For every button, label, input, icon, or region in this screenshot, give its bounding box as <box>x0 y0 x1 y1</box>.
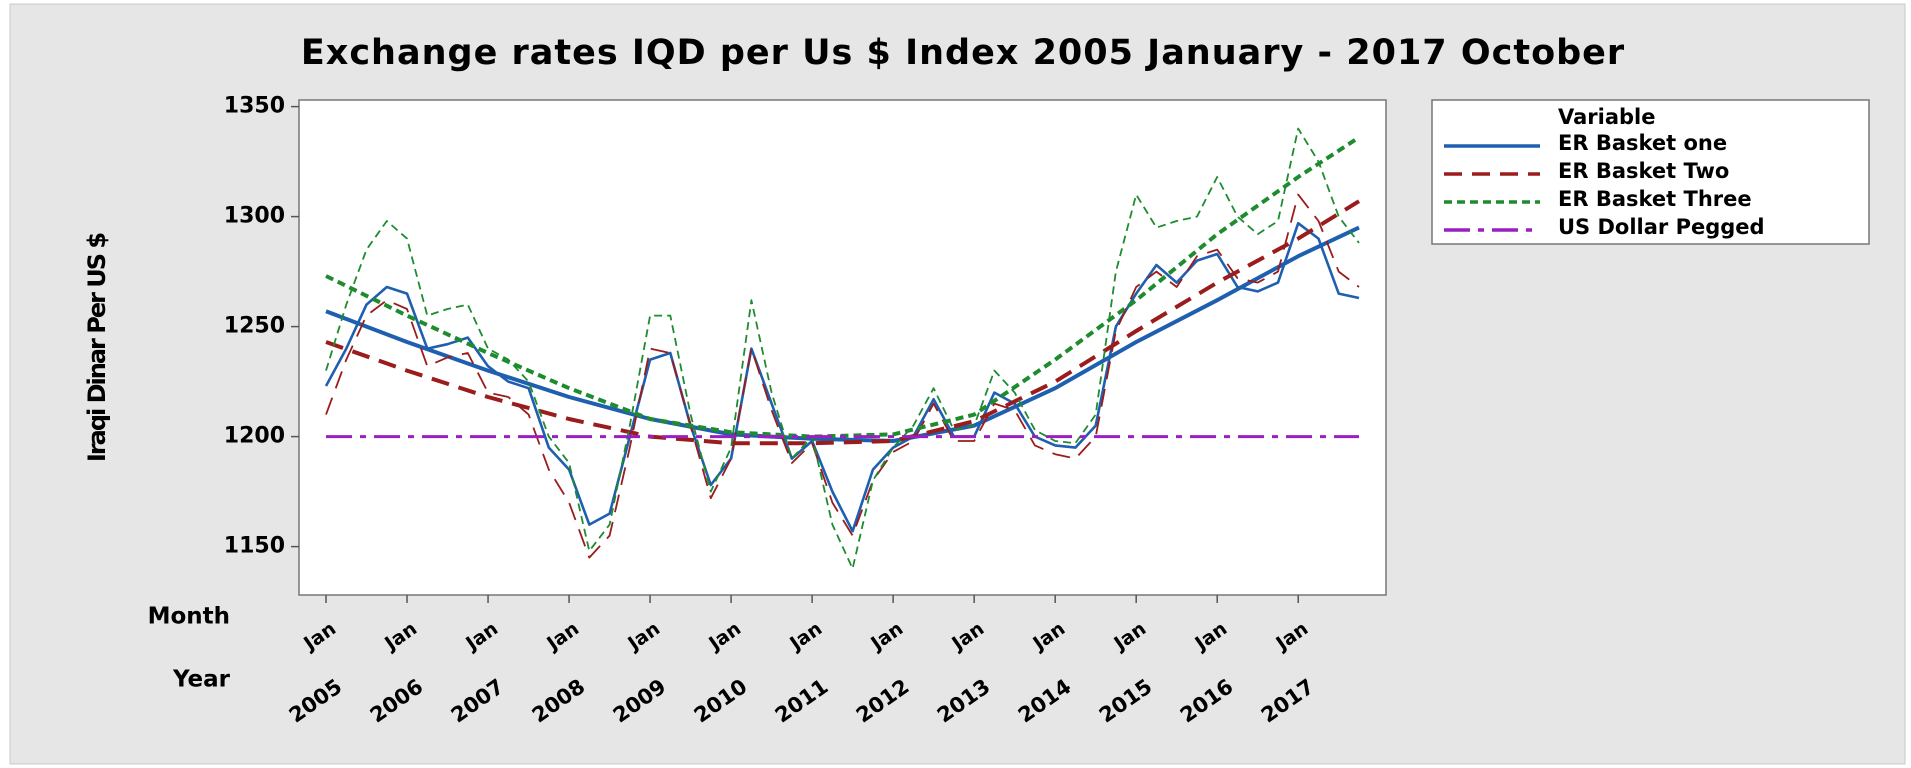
legend-label: US Dollar Pegged <box>1558 215 1765 239</box>
x-row-label: Month <box>148 604 230 630</box>
trend-line <box>325 199 1361 446</box>
series-line <box>325 193 1360 559</box>
chart-title: Exchange rates IQD per Us $ Index 2005 J… <box>301 33 1625 73</box>
legend-title: Variable <box>1558 105 1655 129</box>
legend-label: ER Basket one <box>1558 131 1727 155</box>
y-tick-label: 1250 <box>224 314 285 339</box>
y-tick-label: 1150 <box>224 534 285 559</box>
y-tick-label: 1350 <box>224 94 285 119</box>
x-row-label: Year <box>172 667 231 693</box>
series-line <box>325 127 1360 570</box>
trend-line <box>325 135 1361 439</box>
trend-line <box>325 225 1360 443</box>
y-tick-label: 1300 <box>224 204 285 229</box>
legend-label: ER Basket Two <box>1558 159 1729 183</box>
legend-label: ER Basket Three <box>1558 187 1752 211</box>
legend-box <box>1431 99 1870 245</box>
y-axis-label: Iraqi Dinar Per US $ <box>83 233 111 463</box>
y-tick-label: 1200 <box>224 424 285 449</box>
